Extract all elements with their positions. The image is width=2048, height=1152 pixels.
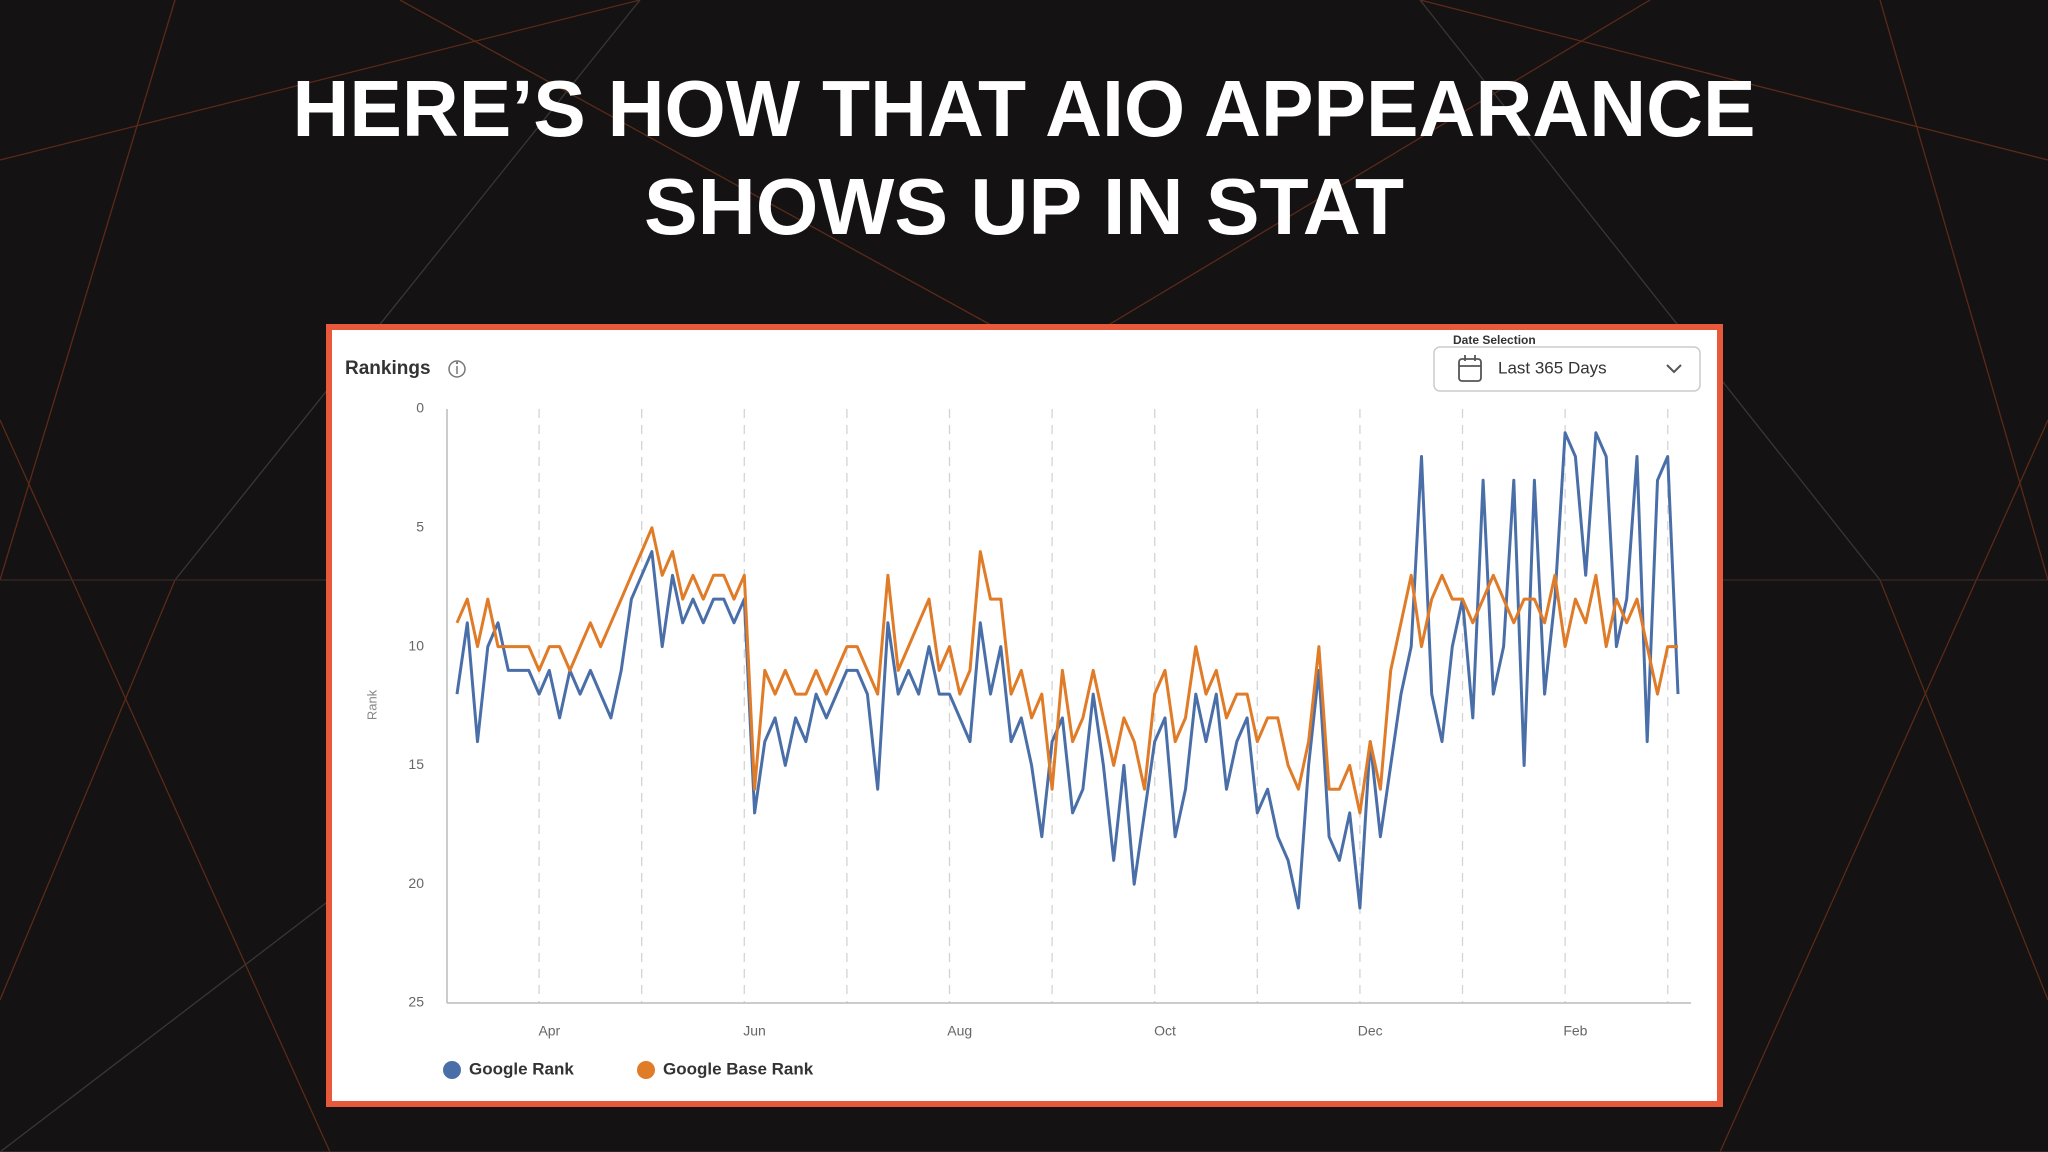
x-tick-label: Jun — [743, 1023, 766, 1039]
chart-title: Rankings — [345, 358, 431, 379]
plot: 0 5 10 15 20 25 Apr Jun Aug Oct Dec Feb Google Rank G… — [408, 400, 1691, 1079]
x-tick-label: Feb — [1563, 1023, 1587, 1039]
legend-swatch — [443, 1061, 461, 1079]
y-tick-label: 5 — [416, 519, 424, 535]
y-tick-label: 10 — [408, 637, 424, 653]
date-select-value: Last 365 Days — [1498, 358, 1607, 377]
legend-swatch — [637, 1061, 655, 1079]
y-axis-label: Rank — [364, 689, 379, 720]
x-tick-label: Apr — [538, 1023, 560, 1039]
y-tick-label: 0 — [416, 400, 424, 416]
chart-card — [326, 324, 1723, 1107]
x-tick-label: Oct — [1154, 1023, 1176, 1039]
x-tick-label: Dec — [1358, 1023, 1383, 1039]
legend-label: Google Base Rank — [663, 1059, 814, 1078]
date-select[interactable]: Last 365 Days — [1433, 346, 1701, 392]
x-tick-label: Aug — [947, 1023, 972, 1039]
series-line — [455, 431, 1680, 910]
y-tick-label: 20 — [408, 875, 424, 891]
date-selection-label: Date Selection — [1453, 333, 1536, 347]
series-line — [455, 526, 1678, 815]
y-tick-label: 25 — [408, 994, 424, 1010]
info-icon[interactable] — [448, 360, 466, 378]
heading: SHOWS UP IN STAT — [644, 162, 1404, 251]
y-tick-label: 15 — [408, 756, 424, 772]
heading: HERE’S HOW THAT AIO APPEARANCE — [293, 64, 1756, 153]
legend-label: Google Rank — [469, 1059, 574, 1078]
